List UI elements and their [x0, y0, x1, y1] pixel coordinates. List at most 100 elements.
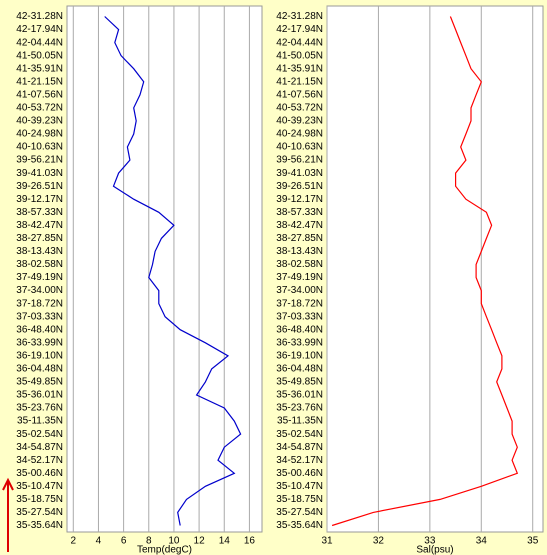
x-tick-label: 10	[168, 536, 180, 547]
y-tick-label: 36-33.99N	[16, 337, 63, 348]
y-tick-label: 38-13.43N	[276, 246, 323, 257]
y-tick-label: 37-49.19N	[16, 272, 63, 283]
y-tick-label: 35-10.47N	[276, 481, 323, 492]
y-tick-label: 35-18.75N	[16, 494, 63, 505]
y-tick-label: 36-33.99N	[276, 337, 323, 348]
y-tick-label: 39-56.21N	[276, 155, 323, 166]
y-tick-label: 35-00.46N	[276, 468, 323, 479]
y-tick-label: 38-27.85N	[276, 233, 323, 244]
y-tick-label: 36-19.10N	[16, 350, 63, 361]
x-tick-label: 14	[219, 536, 231, 547]
y-tick-label: 38-02.58N	[16, 259, 63, 270]
y-tick-label: 42-04.44N	[16, 37, 63, 48]
y-tick-label: 38-57.33N	[16, 207, 63, 218]
y-tick-label: 34-52.17N	[276, 455, 323, 466]
y-tick-label: 35-02.54N	[276, 429, 323, 440]
y-tick-label: 38-42.47N	[16, 220, 63, 231]
x-tick-label: 16	[244, 536, 256, 547]
y-tick-label: 36-48.40N	[16, 324, 63, 335]
y-tick-label: 38-57.33N	[276, 207, 323, 218]
data-line	[104, 16, 242, 526]
x-tick-label: 2	[71, 536, 77, 547]
y-tick-label: 36-48.40N	[276, 324, 323, 335]
y-tick-label: 36-04.48N	[276, 364, 323, 375]
y-tick-label: 35-27.54N	[276, 507, 323, 518]
y-tick-label: 34-52.17N	[16, 455, 63, 466]
y-tick-label: 39-12.17N	[276, 194, 323, 205]
y-tick-label: 41-21.15N	[276, 76, 323, 87]
y-tick-label: 39-26.51N	[276, 181, 323, 192]
y-tick-label: 35-36.01N	[276, 390, 323, 401]
x-axis-label: Temp(degC)	[137, 545, 192, 555]
y-tick-label: 35-27.54N	[16, 507, 63, 518]
y-tick-label: 37-03.33N	[276, 311, 323, 322]
x-tick-label: 4	[96, 536, 102, 547]
y-tick-label: 35-00.46N	[16, 468, 63, 479]
x-tick-label: 6	[121, 536, 127, 547]
y-tick-label: 35-11.35N	[277, 416, 323, 427]
y-tick-label: 40-53.72N	[276, 103, 323, 114]
y-tick-label: 41-35.91N	[276, 63, 323, 74]
y-tick-label: 35-23.76N	[276, 403, 323, 414]
y-tick-label: 41-50.05N	[276, 50, 323, 61]
y-tick-label: 40-10.63N	[16, 142, 63, 153]
x-tick-label: 33	[424, 536, 436, 547]
y-tick-label: 35-49.85N	[276, 377, 323, 388]
plot-area	[66, 5, 263, 533]
y-tick-label: 35-02.54N	[16, 429, 63, 440]
y-tick-label: 35-11.35N	[17, 416, 63, 427]
y-tick-label: 41-35.91N	[16, 63, 63, 74]
plot-area	[326, 5, 544, 533]
y-tick-label: 35-49.85N	[16, 377, 63, 388]
y-tick-label: 37-34.00N	[16, 285, 63, 296]
y-tick-label: 38-27.85N	[16, 233, 63, 244]
y-tick-label: 36-04.48N	[16, 364, 63, 375]
y-tick-label: 37-34.00N	[276, 285, 323, 296]
y-tick-label: 37-49.19N	[276, 272, 323, 283]
arrow-head	[2, 477, 14, 491]
y-tick-label: 39-56.21N	[16, 155, 63, 166]
y-tick-label: 35-23.76N	[16, 403, 63, 414]
y-tick-label: 41-50.05N	[16, 50, 63, 61]
y-tick-label: 35-36.01N	[16, 390, 63, 401]
data-line	[331, 16, 519, 527]
y-tick-label: 40-24.98N	[276, 129, 323, 140]
y-tick-label: 34-54.87N	[276, 442, 323, 453]
y-tick-label: 37-03.33N	[16, 311, 63, 322]
y-tick-label: 40-53.72N	[16, 103, 63, 114]
y-tick-label: 35-35.64N	[276, 520, 323, 531]
y-tick-label: 35-35.64N	[16, 520, 63, 531]
y-tick-label: 42-31.28N	[276, 11, 323, 22]
y-tick-label: 38-13.43N	[16, 246, 63, 257]
y-tick-label: 38-02.58N	[276, 259, 323, 270]
y-tick-label: 38-42.47N	[276, 220, 323, 231]
y-tick-label: 34-54.87N	[16, 442, 63, 453]
y-tick-label: 42-17.94N	[16, 24, 63, 35]
x-tick-label: 12	[194, 536, 206, 547]
y-tick-label: 39-12.17N	[16, 194, 63, 205]
y-tick-label: 40-39.23N	[276, 116, 323, 127]
y-tick-label: 36-19.10N	[276, 350, 323, 361]
y-tick-label: 41-21.15N	[16, 76, 63, 87]
y-tick-label: 40-39.23N	[16, 116, 63, 127]
x-axis-label: Sal(psu)	[416, 545, 453, 555]
y-tick-label: 39-41.03N	[16, 168, 63, 179]
y-tick-label: 37-18.72N	[16, 298, 63, 309]
x-tick-label: 35	[527, 536, 539, 547]
y-tick-label: 40-10.63N	[276, 142, 323, 153]
x-tick-label: 8	[146, 536, 152, 547]
y-tick-label: 42-04.44N	[276, 37, 323, 48]
y-tick-label: 39-26.51N	[16, 181, 63, 192]
y-tick-label: 41-07.56N	[16, 89, 63, 100]
x-tick-label: 32	[373, 536, 385, 547]
y-tick-label: 40-24.98N	[16, 129, 63, 140]
x-tick-label: 34	[476, 536, 488, 547]
y-tick-label: 35-10.47N	[16, 481, 63, 492]
y-tick-label: 41-07.56N	[276, 89, 323, 100]
y-tick-label: 35-18.75N	[276, 494, 323, 505]
y-tick-label: 39-41.03N	[276, 168, 323, 179]
y-tick-label: 42-17.94N	[276, 24, 323, 35]
y-tick-label: 42-31.28N	[16, 11, 63, 22]
y-tick-label: 37-18.72N	[276, 298, 323, 309]
